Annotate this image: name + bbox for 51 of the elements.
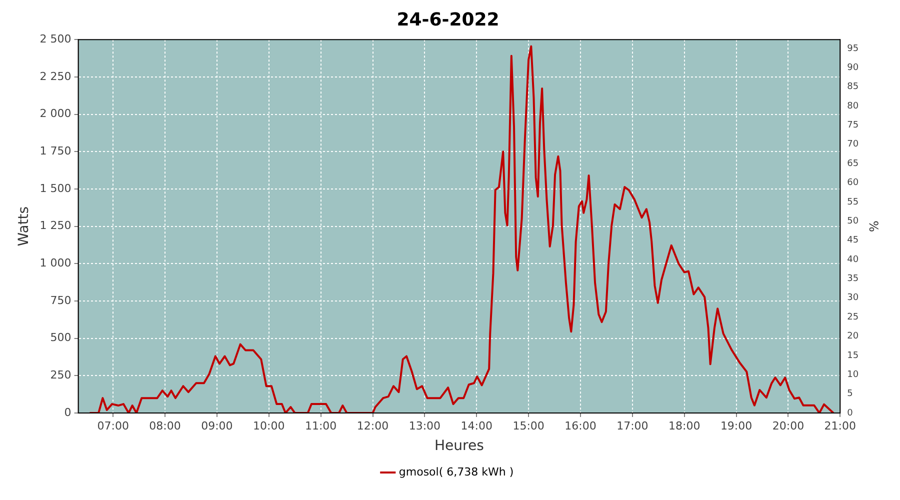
- y2-tick-label: 80: [847, 101, 859, 112]
- y2-tick-label: 50: [847, 216, 859, 226]
- chart-title: 24-6-2022: [396, 9, 500, 30]
- x-tick-label: 16:00: [564, 419, 596, 432]
- y2-tick-label: 40: [847, 254, 859, 265]
- x-tick-label: 19:00: [720, 419, 752, 432]
- y2-tick-label: 30: [847, 293, 859, 304]
- y2-axis-title: %: [866, 220, 881, 232]
- y2-tick-label: 15: [847, 350, 859, 361]
- y2-tick-label: 95: [847, 44, 859, 54]
- y-tick-label: 500: [50, 331, 72, 344]
- y-tick-label: 2 000: [40, 107, 72, 120]
- x-tick-label: 14:00: [460, 419, 492, 432]
- x-tick-label: 07:00: [97, 419, 129, 432]
- y-tick-label: 1 000: [40, 256, 72, 270]
- y-tick-label: 2 500: [40, 32, 72, 46]
- y2-tick-label: 5: [847, 389, 853, 400]
- x-tick-label: 18:00: [668, 419, 700, 432]
- x-tick-label: 09:00: [201, 419, 233, 432]
- y-tick-label: 0: [64, 406, 72, 419]
- y2-tick-label: 0: [847, 408, 854, 418]
- x-tick-label: 12:00: [356, 419, 389, 432]
- x-tick-label: 11:00: [304, 419, 337, 432]
- y2-tick-label: 60: [847, 178, 859, 188]
- y-tick-label: 250: [50, 368, 72, 382]
- y2-tick-label: 85: [847, 82, 859, 92]
- y2-tick-label: 45: [847, 236, 859, 246]
- x-tick-label: 20:00: [772, 419, 804, 432]
- y-tick-label: 1 500: [40, 182, 72, 195]
- y2-tick-label: 90: [847, 62, 859, 73]
- x-tick-label: 08:00: [149, 419, 181, 432]
- x-tick-label: 21:00: [824, 419, 856, 432]
- x-tick-label: 10:00: [253, 419, 285, 432]
- x-tick-label: 17:00: [616, 419, 648, 432]
- y-tick-label: 1 250: [40, 219, 72, 232]
- y-tick-label: 2 250: [40, 70, 72, 83]
- y2-tick-label: 55: [847, 197, 859, 208]
- y2-tick-label: 70: [847, 140, 859, 150]
- y-tick-label: 1 750: [40, 144, 72, 158]
- legend-label: gmosol( 6,738 kWh ): [398, 465, 514, 478]
- y2-tick-label: 25: [847, 312, 859, 322]
- x-tick-label: 13:00: [408, 419, 441, 432]
- x-axis-title: Heures: [434, 438, 484, 454]
- y2-tick-label: 65: [847, 158, 859, 169]
- y2-tick-label: 35: [847, 274, 859, 284]
- x-tick-label: 15:00: [512, 419, 544, 432]
- y-axis-title: Watts: [16, 206, 32, 246]
- y2-tick-label: 75: [847, 120, 859, 131]
- y2-tick-label: 20: [847, 332, 859, 342]
- y-tick-label: 750: [50, 294, 72, 307]
- y2-tick-label: 10: [847, 370, 859, 380]
